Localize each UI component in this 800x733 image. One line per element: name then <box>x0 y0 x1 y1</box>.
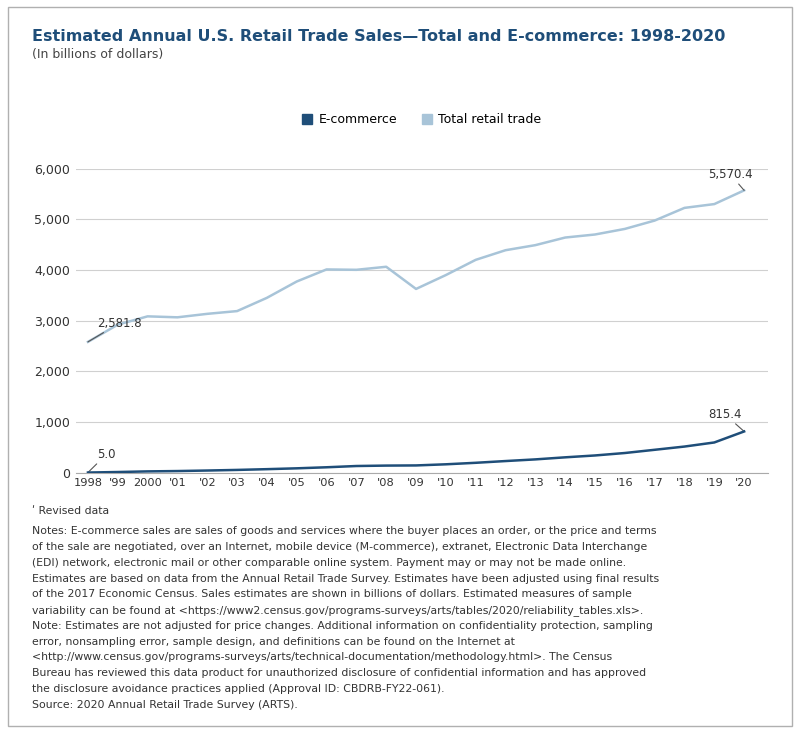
Text: Estimated Annual U.S. Retail Trade Sales—Total and E-commerce: 1998-2020: Estimated Annual U.S. Retail Trade Sales… <box>32 29 726 44</box>
Text: ʹ Revised data: ʹ Revised data <box>32 506 109 516</box>
Text: Source: 2020 Annual Retail Trade Survey (ARTS).: Source: 2020 Annual Retail Trade Survey … <box>32 699 298 710</box>
Text: of the 2017 Economic Census. Sales estimates are shown in billions of dollars. E: of the 2017 Economic Census. Sales estim… <box>32 589 632 600</box>
Text: 2,581.8: 2,581.8 <box>88 317 142 342</box>
Text: variability can be found at <https://www2.census.gov/programs-surveys/arts/table: variability can be found at <https://www… <box>32 605 643 616</box>
Text: Estimates are based on data from the Annual Retail Trade Survey. Estimates have : Estimates are based on data from the Ann… <box>32 573 659 583</box>
Text: Notes: E-commerce sales are sales of goods and services where the buyer places a: Notes: E-commerce sales are sales of goo… <box>32 526 657 537</box>
Text: (EDI) network, electronic mail or other comparable online system. Payment may or: (EDI) network, electronic mail or other … <box>32 558 626 568</box>
Legend: E-commerce, Total retail trade: E-commerce, Total retail trade <box>298 108 546 131</box>
Text: error, nonsampling error, sample design, and definitions can be found on the Int: error, nonsampling error, sample design,… <box>32 636 515 647</box>
Text: 5,570.4: 5,570.4 <box>708 169 753 191</box>
Text: Note: Estimates are not adjusted for price changes. Additional information on co: Note: Estimates are not adjusted for pri… <box>32 621 653 631</box>
Text: of the sale are negotiated, over an Internet, mobile device (M-commerce), extran: of the sale are negotiated, over an Inte… <box>32 542 647 552</box>
Text: 5.0: 5.0 <box>88 448 115 473</box>
Text: (In billions of dollars): (In billions of dollars) <box>32 48 163 61</box>
Text: the disclosure avoidance practices applied (Approval ID: CBDRB-FY22-061).: the disclosure avoidance practices appli… <box>32 684 445 694</box>
Text: <http://www.census.gov/programs-surveys/arts/technical-documentation/methodology: <http://www.census.gov/programs-surveys/… <box>32 652 612 663</box>
Text: Bureau has reviewed this data product for unauthorized disclosure of confidentia: Bureau has reviewed this data product fo… <box>32 668 646 678</box>
Text: 815.4: 815.4 <box>708 408 744 432</box>
